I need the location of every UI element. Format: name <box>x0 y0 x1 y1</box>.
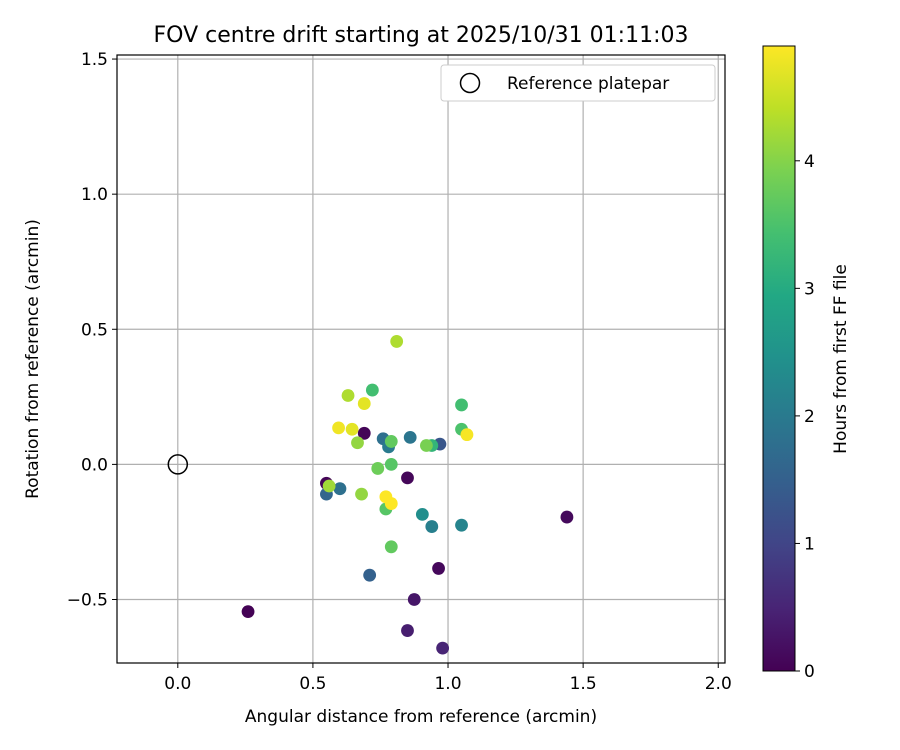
data-point <box>351 436 364 450</box>
x-tick-label: 2.0 <box>705 674 732 694</box>
data-point <box>390 335 404 348</box>
scatter-points <box>241 335 574 655</box>
y-tick-label: 0.0 <box>81 455 108 475</box>
data-point <box>384 435 398 448</box>
colorbar-tick-label: 4 <box>804 152 815 172</box>
data-point <box>436 641 450 655</box>
colorbar-tick-label: 3 <box>804 279 815 299</box>
data-point <box>357 397 371 410</box>
colorbar-tick-label: 2 <box>804 407 815 427</box>
axis-ticks: 0.0 0.5 1.0 1.5 2.0 −0.5 0.0 0.5 1.0 1.5 <box>67 50 732 694</box>
data-point <box>241 605 255 619</box>
data-point <box>401 624 414 637</box>
y-axis-label: Rotation from reference (arcmin) <box>23 219 43 499</box>
data-point <box>407 593 421 606</box>
y-tick-label: −0.5 <box>67 590 108 610</box>
colorbar-tick-label: 0 <box>804 662 815 682</box>
grid-lines <box>117 55 725 663</box>
data-point <box>371 462 385 475</box>
colorbar-gradient <box>762 45 796 672</box>
y-tick-label: 1.5 <box>81 50 108 70</box>
x-axis-label: Angular distance from reference (arcmin) <box>245 707 597 727</box>
colorbar-ticks: 0 1 2 3 4 <box>795 152 815 682</box>
data-point <box>332 421 345 435</box>
plot-area-frame <box>116 54 726 664</box>
legend-box <box>440 64 716 102</box>
data-point <box>345 422 359 436</box>
data-point <box>384 497 398 510</box>
data-point <box>384 457 398 471</box>
data-point <box>401 471 414 485</box>
x-tick-label: 1.0 <box>434 674 461 694</box>
legend-entry-label: Reference platepar <box>507 74 669 94</box>
chart-title: FOV centre drift starting at 2025/10/31 … <box>154 23 689 48</box>
data-point <box>333 482 347 496</box>
data-point <box>363 568 377 582</box>
y-tick-label: 1.0 <box>81 185 108 205</box>
legend-marker-icon <box>459 72 481 94</box>
colorbar-label: Hours from first FF file <box>831 264 851 454</box>
x-tick-label: 0.0 <box>164 674 191 694</box>
data-point <box>455 398 468 412</box>
data-point <box>403 430 417 444</box>
data-point <box>420 439 433 452</box>
data-point <box>322 479 336 493</box>
legend: Reference platepar <box>440 64 716 102</box>
data-point <box>425 520 439 533</box>
data-point <box>365 383 379 397</box>
colorbar-tick-label: 1 <box>804 534 815 554</box>
data-point <box>355 487 368 501</box>
data-point <box>455 518 468 532</box>
data-point <box>415 507 429 521</box>
data-point <box>432 562 445 575</box>
data-point <box>341 389 355 402</box>
colorbar: 0 1 2 3 4 Hours from first FF file <box>762 45 851 682</box>
reference-platepar-marker <box>167 454 189 475</box>
data-point <box>460 428 474 442</box>
x-tick-label: 0.5 <box>299 674 326 694</box>
data-point <box>384 540 398 554</box>
data-point <box>357 426 371 440</box>
y-tick-label: 0.5 <box>81 320 108 340</box>
data-point <box>560 510 574 524</box>
x-tick-label: 1.5 <box>570 674 597 694</box>
